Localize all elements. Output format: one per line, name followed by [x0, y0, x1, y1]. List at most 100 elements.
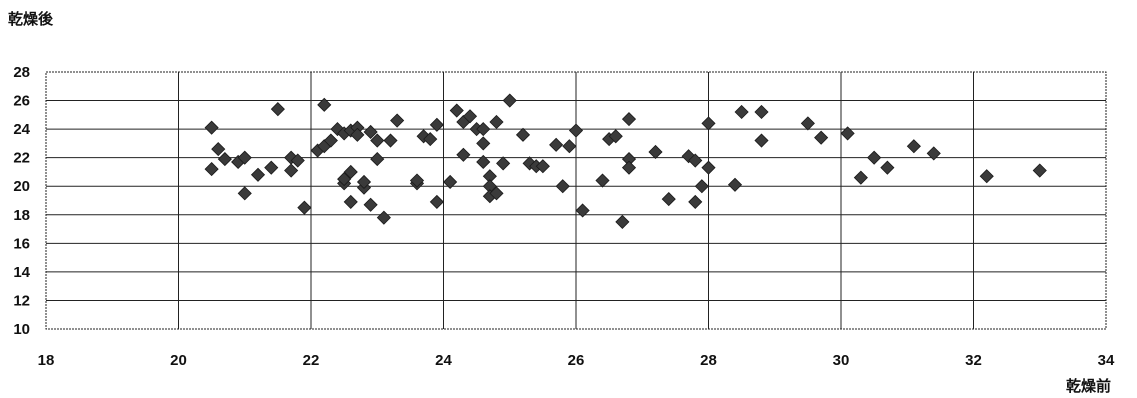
data-point-marker — [979, 169, 994, 184]
y-tick-label: 20 — [13, 178, 30, 195]
data-point-marker — [390, 113, 405, 128]
data-point-marker — [727, 177, 743, 192]
data-point-marker — [489, 186, 504, 201]
data-point-marker — [814, 130, 829, 145]
y-tick-label: 10 — [13, 321, 30, 338]
data-point-marker — [496, 156, 511, 171]
data-point-marker — [343, 164, 358, 180]
data-point-marker — [615, 214, 630, 229]
data-point-marker — [754, 104, 769, 120]
y-tick-label: 16 — [13, 235, 30, 252]
x-tick-label: 34 — [1098, 352, 1115, 369]
plot-area-frame — [45, 71, 1107, 330]
y-axis-ticks: 10 12 14 16 18 20 22 24 26 28 — [13, 64, 30, 338]
data-point-marker — [250, 167, 266, 182]
data-point-marker — [562, 139, 577, 154]
x-axis-ticks: 18 20 22 24 26 28 30 32 34 — [38, 352, 1115, 369]
data-point-marker — [621, 112, 637, 127]
x-tick-label: 30 — [833, 352, 850, 369]
data-point-marker — [356, 174, 372, 190]
y-tick-label: 28 — [13, 64, 30, 81]
data-point-marker — [204, 120, 219, 135]
data-point-marker — [343, 194, 358, 209]
data-point-marker — [323, 133, 338, 148]
data-point-marker — [409, 173, 425, 188]
y-tick-label: 14 — [13, 264, 30, 281]
data-point-marker — [476, 154, 491, 170]
data-point-marker — [237, 186, 252, 201]
y-axis-title: 乾燥後 — [8, 10, 54, 28]
data-point-marker — [297, 200, 312, 215]
data-point-marker — [462, 109, 478, 124]
data-point-marker — [688, 194, 703, 209]
data-point-marker — [337, 172, 352, 187]
data-point-marker — [217, 152, 232, 167]
data-point-marker — [906, 139, 921, 154]
grid-lines — [46, 72, 1106, 329]
data-point-marker — [363, 197, 378, 212]
data-point-marker — [648, 144, 663, 160]
data-point-marker — [701, 160, 716, 175]
data-point-marker — [853, 170, 868, 185]
data-point-marker — [926, 146, 941, 161]
data-point-marker — [204, 162, 219, 177]
data-point-marker — [840, 126, 855, 141]
data-point-marker — [575, 203, 590, 218]
data-point-marker — [595, 173, 610, 188]
data-point-marker — [1032, 163, 1047, 178]
x-tick-label: 20 — [170, 352, 187, 369]
data-point-marker — [608, 129, 623, 144]
x-tick-label: 24 — [435, 352, 452, 369]
data-point-marker — [476, 136, 491, 151]
data-point-marker — [535, 159, 550, 174]
data-point-marker — [383, 133, 398, 148]
x-tick-label: 28 — [700, 352, 717, 369]
data-point-marker — [880, 160, 895, 175]
x-tick-label: 22 — [303, 352, 320, 369]
data-point-marker — [694, 179, 709, 194]
data-point-marker — [621, 160, 637, 175]
data-point-marker — [423, 132, 438, 147]
data-point-marker — [370, 152, 385, 167]
data-point-marker — [211, 142, 226, 157]
data-point-marker — [237, 150, 252, 165]
data-point-marker — [555, 179, 570, 194]
data-point-marker — [370, 133, 385, 148]
data-point-marker — [734, 104, 749, 120]
x-tick-label: 18 — [38, 352, 55, 369]
data-point-marker — [701, 116, 716, 131]
data-point-marker — [376, 210, 391, 225]
y-tick-label: 12 — [13, 292, 30, 309]
data-point-marker — [284, 163, 299, 178]
data-point-marker — [515, 127, 531, 142]
x-tick-label: 32 — [965, 352, 982, 369]
data-point-marker — [502, 93, 517, 108]
data-point-marker — [429, 194, 444, 209]
data-point-marker — [443, 174, 458, 190]
data-point-marker — [290, 153, 305, 168]
data-point-marker — [456, 147, 471, 162]
data-point-marker — [476, 122, 491, 137]
y-tick-label: 24 — [13, 121, 30, 138]
data-point-marker — [568, 123, 584, 138]
data-point-marker — [363, 124, 378, 140]
data-point-marker — [549, 137, 564, 152]
y-tick-label: 26 — [13, 93, 30, 110]
y-tick-label: 18 — [13, 207, 30, 224]
data-points — [204, 93, 1047, 229]
y-tick-label: 22 — [13, 150, 30, 167]
data-point-marker — [867, 150, 882, 165]
data-point-marker — [317, 97, 332, 112]
data-point-marker — [800, 116, 815, 131]
x-tick-label: 26 — [568, 352, 585, 369]
data-point-marker — [661, 192, 676, 207]
data-point-marker — [489, 114, 504, 130]
data-point-marker — [429, 117, 444, 132]
data-point-marker — [270, 102, 285, 117]
data-point-marker — [754, 133, 769, 148]
data-point-marker — [449, 103, 464, 118]
data-point-marker — [264, 160, 279, 175]
x-axis-title: 乾燥前 — [1066, 377, 1111, 395]
data-point-marker — [350, 127, 365, 142]
